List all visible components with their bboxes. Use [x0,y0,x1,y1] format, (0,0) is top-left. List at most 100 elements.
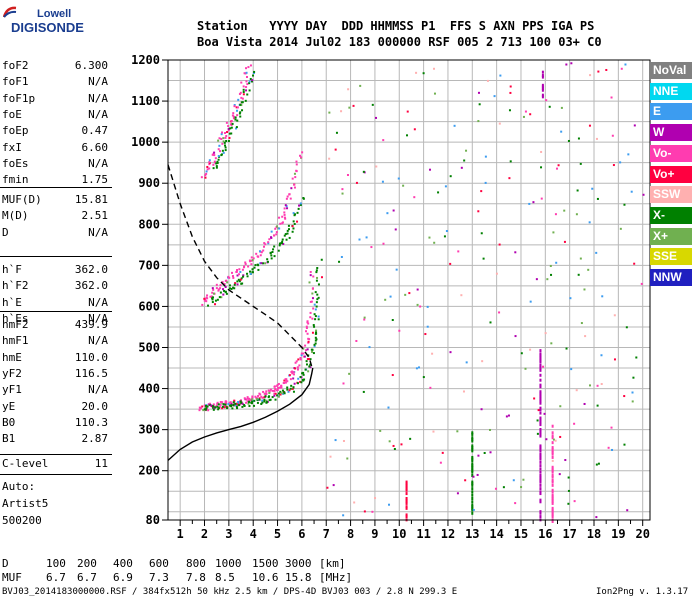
noise-point [462,390,465,393]
trace-point [309,363,312,366]
trace-point [250,256,253,259]
noise-point [415,71,418,74]
noise-point [539,480,542,484]
trace-point [290,187,293,190]
param-hes: h`Es N/A [2,312,108,327]
x-tick-label: 8 [347,527,354,541]
noise-point [551,501,554,505]
trace-point [316,293,319,296]
noise-point [539,474,542,477]
param-value: N/A [88,311,108,325]
trace-point [217,288,220,291]
trace-point [302,347,305,350]
trace-point [291,230,294,233]
trace-point [246,272,249,275]
dashed-profile-line [167,164,313,367]
noise-point [379,429,382,432]
noise-point [494,487,497,490]
trace-point [206,165,209,168]
trace-point [253,399,256,402]
trace-point [277,249,280,252]
trace-point [295,160,298,163]
noise-point [329,455,332,458]
noise-point [539,444,542,448]
trace-point [281,221,284,224]
noise-point [394,228,397,231]
trace-point [245,67,248,70]
noise-point [489,321,492,324]
noise-point [605,68,608,71]
noise-point [328,157,331,160]
chart-traces [198,64,323,412]
trace-point [301,151,304,154]
trace-point [254,395,257,398]
trace-point [300,354,303,357]
trace-point [273,255,276,258]
trace-point [245,401,248,404]
x-tick-label: 3 [225,527,232,541]
trace-point [209,295,212,298]
trace-point [314,308,317,311]
noise-point [557,164,560,167]
trace-point [294,367,297,370]
noise-point [635,356,638,359]
trace-point [224,136,227,139]
trace-point [220,138,223,141]
noise-point [551,467,554,471]
trace-point [281,215,284,218]
noise-point [348,106,351,109]
trace-point [296,211,299,214]
noise-point [395,268,398,271]
trace-point [239,278,242,281]
noise-point [539,464,542,468]
trace-point [299,380,302,383]
noise-point [392,444,395,447]
noise-point [471,511,474,515]
noise-point [471,432,474,436]
trace-point [212,153,215,156]
noise-point [471,437,474,441]
noise-point [362,390,365,393]
trace-point [215,283,218,286]
param-name: C-level [2,457,49,470]
legend-item-xplus: X+ [650,227,692,245]
trace-point [210,295,213,298]
trace-point [208,159,211,162]
noise-point [539,373,542,377]
noise-point [551,513,554,517]
noise-point [486,79,489,82]
trace-point [255,398,258,401]
sparse-noise [326,62,645,519]
trace-point [311,297,314,300]
trace-point [284,233,287,236]
trace-point [270,236,273,239]
trace-point [231,114,234,117]
trace-point [266,258,269,261]
noise-point [498,122,501,125]
trace-point [257,264,260,267]
noise-point [539,510,542,514]
trace-point [241,402,244,405]
noise-point [481,360,484,363]
noise-point [537,409,540,412]
noise-point [363,318,366,321]
trace-point [315,279,318,282]
trace-point [311,350,314,353]
trace-point [219,284,222,287]
y-tick-label: 800 [138,217,160,231]
trace-point [307,370,310,373]
noise-point [539,390,542,394]
trace-point [278,216,281,219]
noise-point [471,474,474,477]
trace-point [208,167,211,170]
noise-point [464,479,467,482]
noise-point [539,355,542,359]
trace-point [278,244,281,247]
distance-value: 1500 [252,557,279,570]
trace-point [237,278,240,281]
noise-point [471,439,474,443]
param-fof1p: foF1p N/A [2,92,108,107]
x-tick-label: 18 [587,527,601,541]
noise-point [406,110,409,113]
trace-point [288,389,291,392]
